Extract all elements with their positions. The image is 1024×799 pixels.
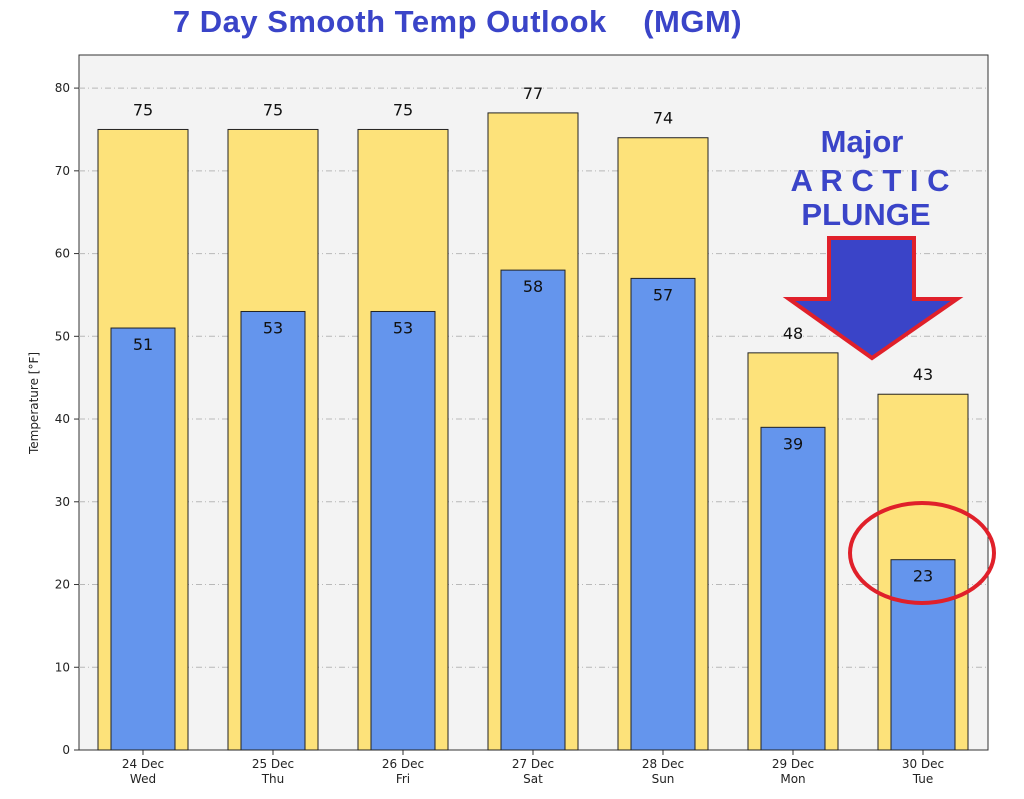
x-tick-weekday: Fri — [396, 772, 410, 786]
x-tick-weekday: Mon — [780, 772, 805, 786]
y-tick-label: 60 — [55, 247, 70, 261]
y-tick-label: 50 — [55, 329, 70, 343]
x-tick-date: 25 Dec — [252, 757, 294, 771]
low-value-label: 39 — [783, 434, 803, 453]
annotation-arctic: A R C T I C — [790, 163, 949, 198]
x-tick-date: 24 Dec — [122, 757, 164, 771]
y-tick-label: 30 — [55, 495, 70, 509]
high-value-label: 43 — [913, 365, 933, 384]
x-tick-weekday: Tue — [912, 772, 934, 786]
high-value-label: 75 — [133, 100, 153, 119]
down-arrow-icon — [782, 236, 964, 361]
low-bar — [370, 310, 436, 751]
y-tick-label: 80 — [55, 81, 70, 95]
x-tick-weekday: Thu — [261, 772, 285, 786]
low-value-label: 53 — [263, 318, 283, 337]
high-value-label: 75 — [393, 100, 413, 119]
x-tick-date: 29 Dec — [772, 757, 814, 771]
x-tick-date: 30 Dec — [902, 757, 944, 771]
chart-title: 7 Day Smooth Temp Outlook (MGM) — [172, 4, 743, 39]
x-tick-weekday: Sat — [523, 772, 543, 786]
x-tick-weekday: Wed — [130, 772, 156, 786]
highlight-circle — [848, 501, 996, 605]
high-value-label: 75 — [263, 100, 283, 119]
annotation-plunge: PLUNGE — [801, 197, 930, 232]
low-bar — [500, 269, 566, 751]
low-value-label: 23 — [913, 567, 933, 586]
y-tick-label: 20 — [55, 578, 70, 592]
low-value-label: 57 — [653, 285, 673, 304]
y-tick-label: 10 — [55, 660, 70, 674]
x-tick-date: 26 Dec — [382, 757, 424, 771]
low-bar — [630, 277, 696, 751]
low-bar — [760, 426, 826, 751]
y-tick-label: 70 — [55, 164, 70, 178]
high-value-label: 77 — [523, 84, 543, 103]
low-bar — [110, 327, 176, 751]
low-value-label: 58 — [523, 277, 543, 296]
x-tick-date: 28 Dec — [642, 757, 684, 771]
y-tick-label: 0 — [62, 743, 70, 757]
high-value-label: 74 — [653, 109, 673, 128]
x-tick-weekday: Sun — [652, 772, 675, 786]
high-value-label: 48 — [783, 324, 803, 343]
low-bar — [240, 310, 306, 751]
x-tick-date: 27 Dec — [512, 757, 554, 771]
low-value-label: 53 — [393, 318, 413, 337]
y-axis-label: Temperature [°F] — [27, 352, 41, 455]
annotation-major: Major — [821, 124, 904, 159]
low-value-label: 51 — [133, 335, 153, 354]
low-bar — [890, 559, 956, 751]
y-tick-label: 40 — [55, 412, 70, 426]
